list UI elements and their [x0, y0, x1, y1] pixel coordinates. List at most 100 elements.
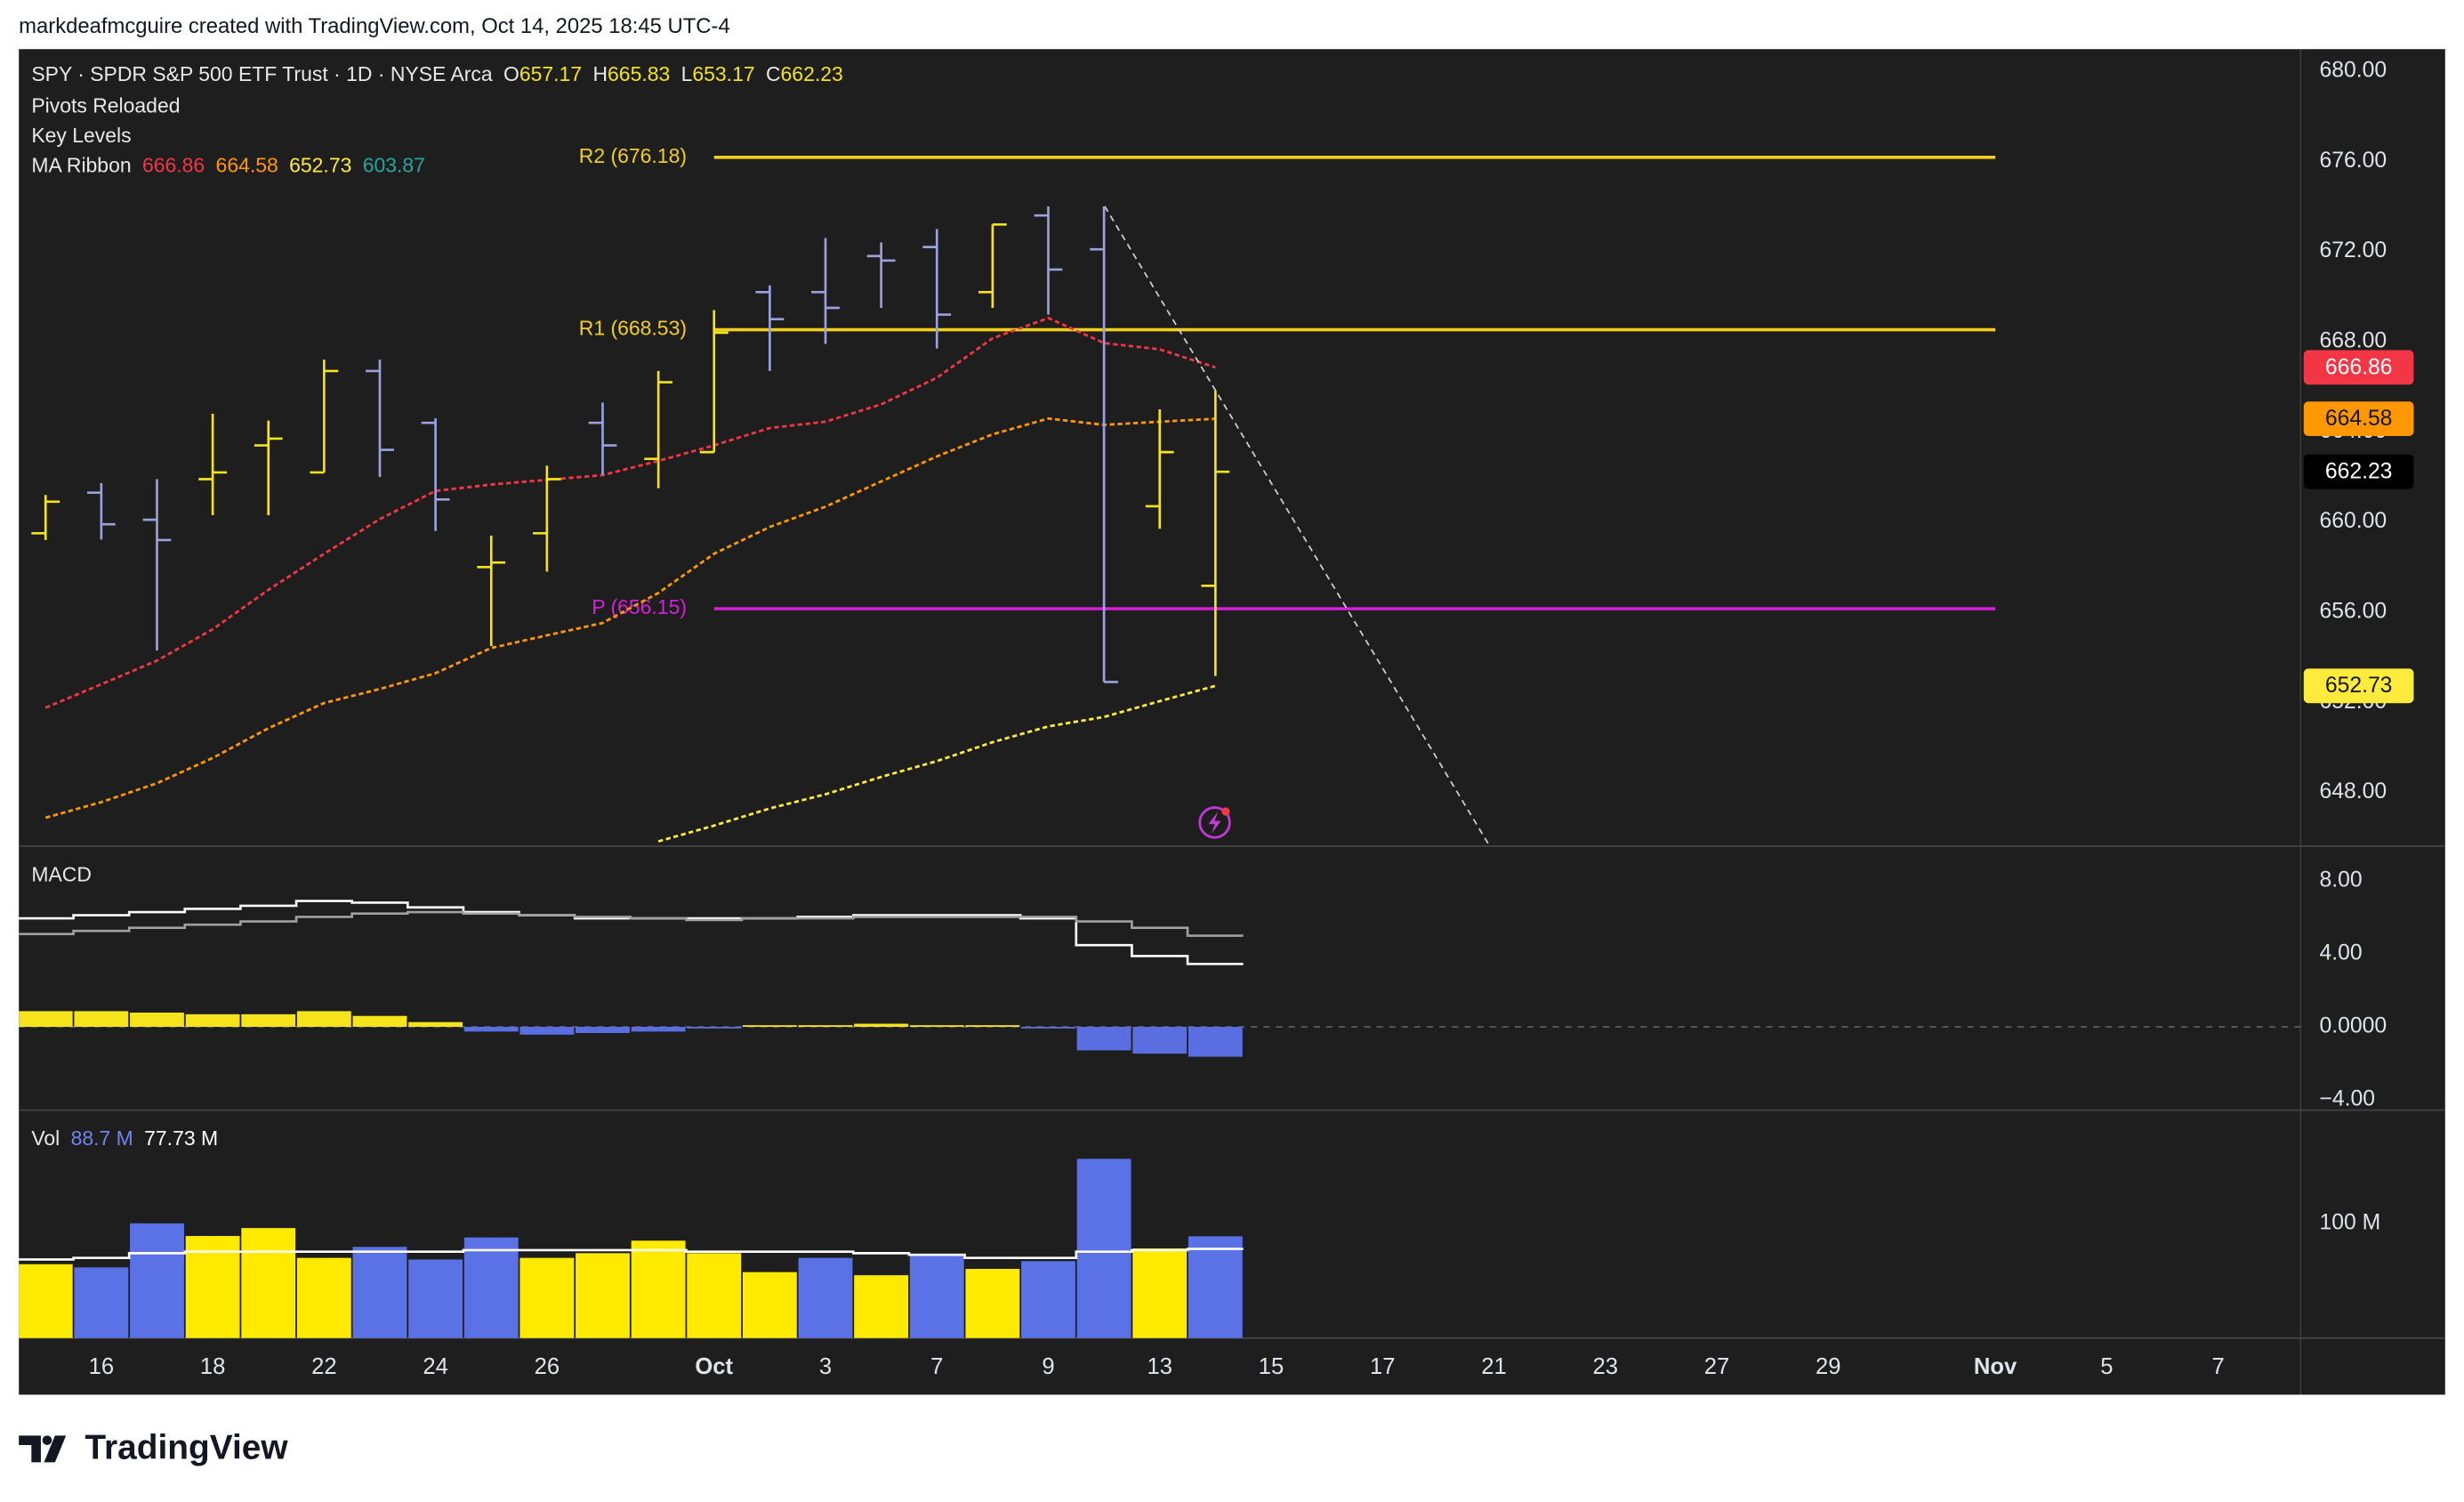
histogram-bar — [1132, 1026, 1188, 1054]
y-tick-label: 648.00 — [2319, 779, 2387, 803]
x-tick-label: 24 — [423, 1354, 448, 1379]
y-tick-label: 8.00 — [2319, 868, 2362, 892]
legend-item: 653.17 — [692, 62, 754, 85]
x-tick-label: 26 — [535, 1354, 560, 1379]
pivot-label: P (656.15) — [592, 595, 687, 618]
legend: SPY · SPDR S&P 500 ETF Trust · 1D · NYSE… — [31, 62, 842, 85]
tradingview-logo: TradingView — [19, 1429, 288, 1467]
histogram-bar — [965, 1025, 1020, 1027]
histogram-bar — [1188, 1026, 1243, 1057]
price-pane: R2 (676.18) R1 (668.53) P (656.15) — [31, 144, 1996, 846]
price-badge-label: 666.86 — [2325, 355, 2393, 379]
brand: TradingView — [85, 1429, 288, 1467]
y-tick-label: 660.00 — [2319, 509, 2387, 533]
x-tick-label: 7 — [2211, 1354, 2224, 1379]
legend-item: Pivots Reloaded — [31, 94, 180, 117]
x-tick-label: Nov — [1974, 1354, 2017, 1379]
histogram-bar — [296, 1011, 351, 1027]
volume-bar — [519, 1257, 575, 1338]
legend: MA Ribbon 666.86 664.58 652.73 603.87 — [31, 154, 425, 177]
price-badge-label: 662.23 — [2325, 460, 2393, 484]
histogram-bar — [519, 1026, 575, 1035]
volume-bar — [965, 1269, 1020, 1338]
legend-item: SPY · SPDR S&P 500 ETF Trust · 1D · NYSE… — [31, 62, 493, 85]
legend-item: C — [766, 62, 781, 85]
legend-item: 662.23 — [781, 62, 843, 85]
chart-background — [19, 49, 2445, 1395]
volume-bar — [798, 1257, 853, 1338]
trend-line — [1104, 206, 1491, 846]
legend-item: Vol — [31, 1126, 60, 1150]
histogram-bar — [241, 1013, 296, 1027]
histogram-bar — [631, 1026, 686, 1032]
volume-bar — [631, 1240, 686, 1338]
legend-item: O — [503, 62, 519, 85]
macd-pane — [19, 900, 2301, 1057]
volume-bar — [352, 1247, 407, 1338]
volume-bar — [19, 1264, 73, 1338]
y-tick-label: −4.00 — [2319, 1087, 2375, 1111]
legend-item: MACD — [31, 863, 92, 886]
x-tick-label: 21 — [1481, 1354, 1507, 1379]
volume-pane — [19, 1159, 1244, 1338]
legend-item: H — [592, 62, 608, 85]
volume-bar — [185, 1236, 240, 1338]
logo-mark — [42, 1435, 52, 1445]
x-tick-label: 29 — [1816, 1354, 1840, 1379]
x-tick-label: 13 — [1147, 1354, 1172, 1379]
y-tick-label: 668.00 — [2319, 329, 2387, 353]
pivot-label: R2 (676.18) — [579, 144, 687, 167]
histogram-bar — [576, 1026, 630, 1033]
y-tick-label: 680.00 — [2319, 59, 2387, 83]
event-dot — [1221, 807, 1230, 816]
legend-item: 664.58 — [216, 154, 278, 177]
x-tick-label: 17 — [1370, 1354, 1396, 1379]
x-tick-label: Oct — [695, 1354, 733, 1379]
histogram-bar — [1021, 1026, 1075, 1029]
volume-bar — [687, 1253, 742, 1338]
axes: 680.00676.00672.00668.00664.00660.00656.… — [31, 59, 2414, 1379]
volume-bar — [576, 1253, 630, 1338]
ma-line — [657, 684, 1216, 843]
x-tick-label: 16 — [89, 1354, 114, 1379]
volume-bar — [1021, 1261, 1075, 1338]
legend-item: 603.87 — [363, 154, 425, 177]
event-icon — [1208, 812, 1221, 834]
x-tick-label: 5 — [2100, 1354, 2113, 1379]
price-badge — [2303, 350, 2414, 385]
legend: Vol 88.7 M 77.73 M — [31, 1126, 218, 1150]
histogram-bar — [19, 1011, 73, 1027]
histogram-bar — [74, 1011, 129, 1027]
histogram-bar — [798, 1025, 853, 1027]
histogram-bar — [463, 1026, 519, 1032]
x-tick-label: 7 — [930, 1354, 943, 1379]
histogram-bar — [352, 1015, 407, 1027]
volume-bar — [854, 1275, 909, 1338]
legend-item: 77.73 M — [144, 1126, 218, 1150]
x-tick-label: 9 — [1042, 1354, 1054, 1379]
credit: markdeafmcguire created with TradingView… — [19, 14, 730, 38]
histogram-bar — [130, 1013, 184, 1027]
price-badge — [2303, 401, 2414, 437]
legend-item: 666.86 — [142, 154, 205, 177]
x-tick-label: 23 — [1592, 1354, 1618, 1379]
legend-item: MA Ribbon — [31, 154, 131, 177]
histogram-bar — [742, 1025, 797, 1027]
histogram-bar — [687, 1026, 742, 1029]
volume-bar — [742, 1272, 797, 1338]
legend-item: 665.83 — [608, 62, 670, 85]
y-tick-label: 656.00 — [2319, 599, 2387, 623]
price-badge — [2303, 454, 2414, 489]
logo-mark — [44, 1435, 67, 1463]
legend-item: 657.17 — [519, 62, 582, 85]
volume-bar — [296, 1257, 351, 1338]
x-tick-label: 15 — [1259, 1354, 1284, 1379]
y-tick-label: 0.0000 — [2319, 1014, 2387, 1038]
ma-line — [44, 316, 1216, 709]
volume-bar — [1076, 1159, 1131, 1338]
pivot-label: R1 (668.53) — [579, 317, 687, 340]
legend: Key Levels — [31, 124, 131, 147]
volume-bar — [241, 1228, 296, 1338]
logo-mark — [19, 1435, 41, 1463]
